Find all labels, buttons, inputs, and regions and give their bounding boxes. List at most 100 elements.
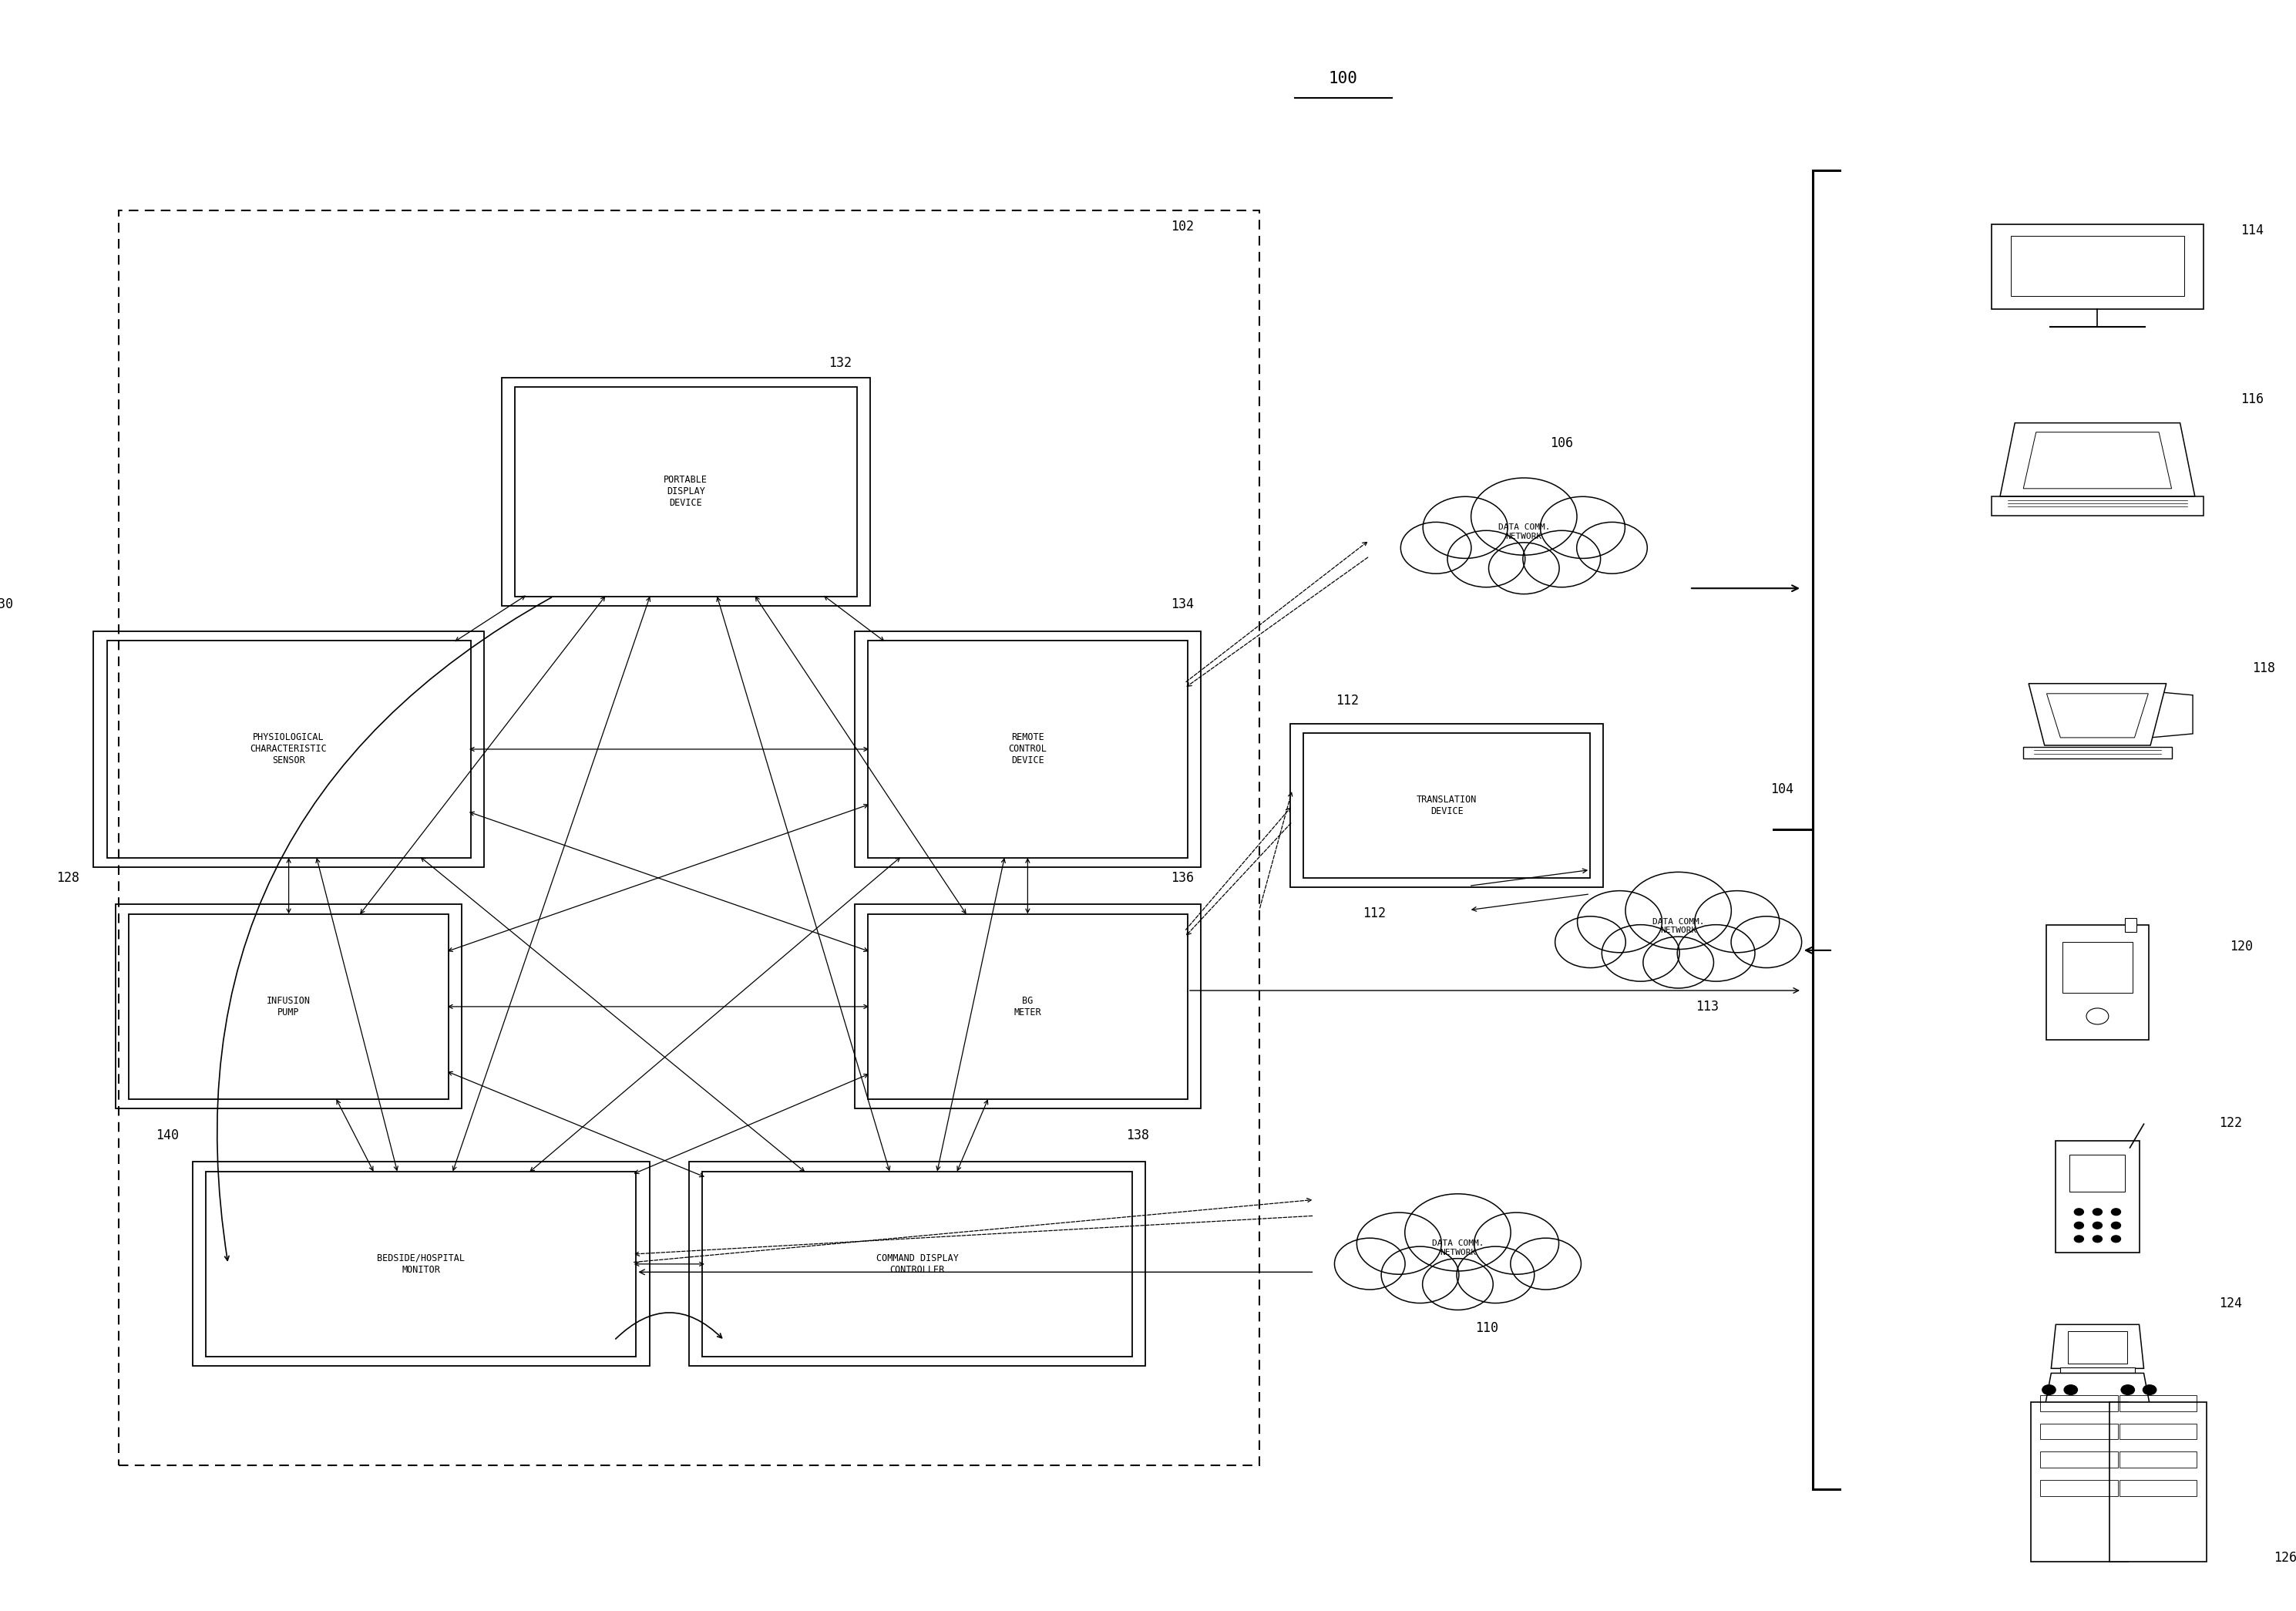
Circle shape — [1424, 1258, 1492, 1310]
Circle shape — [2073, 1208, 2082, 1215]
Text: PORTABLE
DISPLAY
DEVICE: PORTABLE DISPLAY DEVICE — [664, 475, 707, 509]
Bar — [129, 913, 448, 1099]
Polygon shape — [2151, 691, 2193, 738]
Bar — [106, 641, 471, 857]
Bar — [2011, 235, 2183, 296]
Circle shape — [2041, 1385, 2055, 1395]
Bar — [2110, 1402, 2206, 1561]
Bar — [2119, 1481, 2197, 1497]
Circle shape — [2142, 1385, 2156, 1395]
Bar — [119, 209, 1258, 1464]
Text: 112: 112 — [1336, 694, 1359, 707]
Text: 138: 138 — [1127, 1128, 1150, 1142]
Text: COMMAND DISPLAY
CONTROLLER: COMMAND DISPLAY CONTROLLER — [877, 1253, 957, 1274]
Bar — [115, 904, 461, 1108]
Bar — [854, 904, 1201, 1108]
Bar — [2119, 1424, 2197, 1439]
Circle shape — [1456, 1247, 1534, 1303]
Circle shape — [2073, 1236, 2082, 1242]
Bar — [2062, 942, 2133, 992]
Bar — [868, 913, 1187, 1099]
Text: 134: 134 — [1171, 598, 1194, 611]
Bar — [2055, 1141, 2140, 1252]
Text: BG
METER: BG METER — [1015, 996, 1042, 1018]
Circle shape — [2122, 1385, 2135, 1395]
Bar — [2041, 1481, 2119, 1497]
Circle shape — [1603, 925, 1678, 981]
Text: 130: 130 — [0, 598, 14, 611]
Polygon shape — [2050, 1324, 2144, 1368]
Circle shape — [1405, 1194, 1511, 1271]
Circle shape — [1424, 496, 1508, 559]
Text: 136: 136 — [1171, 872, 1194, 884]
Text: PHYSIOLOGICAL
CHARACTERISTIC
SENSOR: PHYSIOLOGICAL CHARACTERISTIC SENSOR — [250, 733, 326, 765]
Text: 126: 126 — [2273, 1551, 2296, 1564]
Bar — [2046, 925, 2149, 1041]
Circle shape — [1511, 1239, 1582, 1289]
Circle shape — [1472, 478, 1577, 556]
Text: 116: 116 — [2241, 393, 2264, 406]
Bar — [689, 1162, 1146, 1366]
Polygon shape — [2030, 683, 2167, 746]
Bar — [868, 641, 1187, 857]
Bar — [1290, 723, 1603, 888]
Circle shape — [1446, 530, 1525, 586]
Text: 124: 124 — [2218, 1297, 2241, 1310]
Bar — [2041, 1452, 2119, 1468]
Circle shape — [2094, 1223, 2103, 1229]
Text: 113: 113 — [1694, 1000, 1720, 1013]
Circle shape — [1626, 872, 1731, 949]
Circle shape — [1382, 1247, 1458, 1303]
Bar — [2041, 1395, 2119, 1411]
Circle shape — [2094, 1208, 2103, 1215]
Bar — [1304, 733, 1591, 878]
Text: 132: 132 — [829, 356, 852, 371]
Text: DATA COMM.
NETWORK: DATA COMM. NETWORK — [1497, 524, 1550, 540]
Bar — [501, 377, 870, 606]
Circle shape — [2112, 1236, 2122, 1242]
Circle shape — [2112, 1223, 2122, 1229]
Circle shape — [2094, 1236, 2103, 1242]
Text: 110: 110 — [1474, 1321, 1497, 1336]
Bar — [207, 1171, 636, 1356]
Circle shape — [1644, 936, 1713, 988]
Circle shape — [1577, 522, 1646, 574]
Bar — [854, 632, 1201, 867]
Circle shape — [2064, 1385, 2078, 1395]
Text: 118: 118 — [2252, 661, 2275, 675]
Bar — [2119, 1452, 2197, 1468]
Polygon shape — [2000, 424, 2195, 496]
Circle shape — [1334, 1239, 1405, 1289]
Bar — [2119, 1395, 2197, 1411]
Circle shape — [1731, 917, 1802, 968]
Bar — [2069, 1155, 2126, 1192]
Circle shape — [2112, 1208, 2122, 1215]
Bar — [2126, 918, 2135, 931]
Bar — [514, 387, 856, 596]
Bar — [2023, 748, 2172, 759]
Text: 122: 122 — [2218, 1116, 2241, 1131]
Circle shape — [1401, 522, 1472, 574]
Circle shape — [1474, 1213, 1559, 1274]
Polygon shape — [1991, 496, 2204, 516]
Bar — [94, 632, 484, 867]
Circle shape — [1541, 496, 1626, 559]
Text: 104: 104 — [1770, 783, 1793, 796]
Circle shape — [1678, 925, 1754, 981]
Circle shape — [1694, 891, 1779, 952]
Text: 120: 120 — [2229, 939, 2252, 954]
Circle shape — [1577, 891, 1662, 952]
Text: 114: 114 — [2241, 224, 2264, 237]
Text: DATA COMM.
NETWORK: DATA COMM. NETWORK — [1433, 1239, 1483, 1257]
Text: 106: 106 — [1550, 437, 1573, 451]
Text: TRANSLATION
DEVICE: TRANSLATION DEVICE — [1417, 794, 1476, 817]
Circle shape — [1357, 1213, 1442, 1274]
Circle shape — [2073, 1223, 2082, 1229]
Circle shape — [1522, 530, 1600, 586]
Polygon shape — [2041, 1373, 2154, 1423]
Bar — [1991, 224, 2204, 309]
Bar — [193, 1162, 650, 1366]
Bar — [2060, 1368, 2135, 1373]
Text: 140: 140 — [156, 1128, 179, 1142]
Circle shape — [1554, 917, 1626, 968]
